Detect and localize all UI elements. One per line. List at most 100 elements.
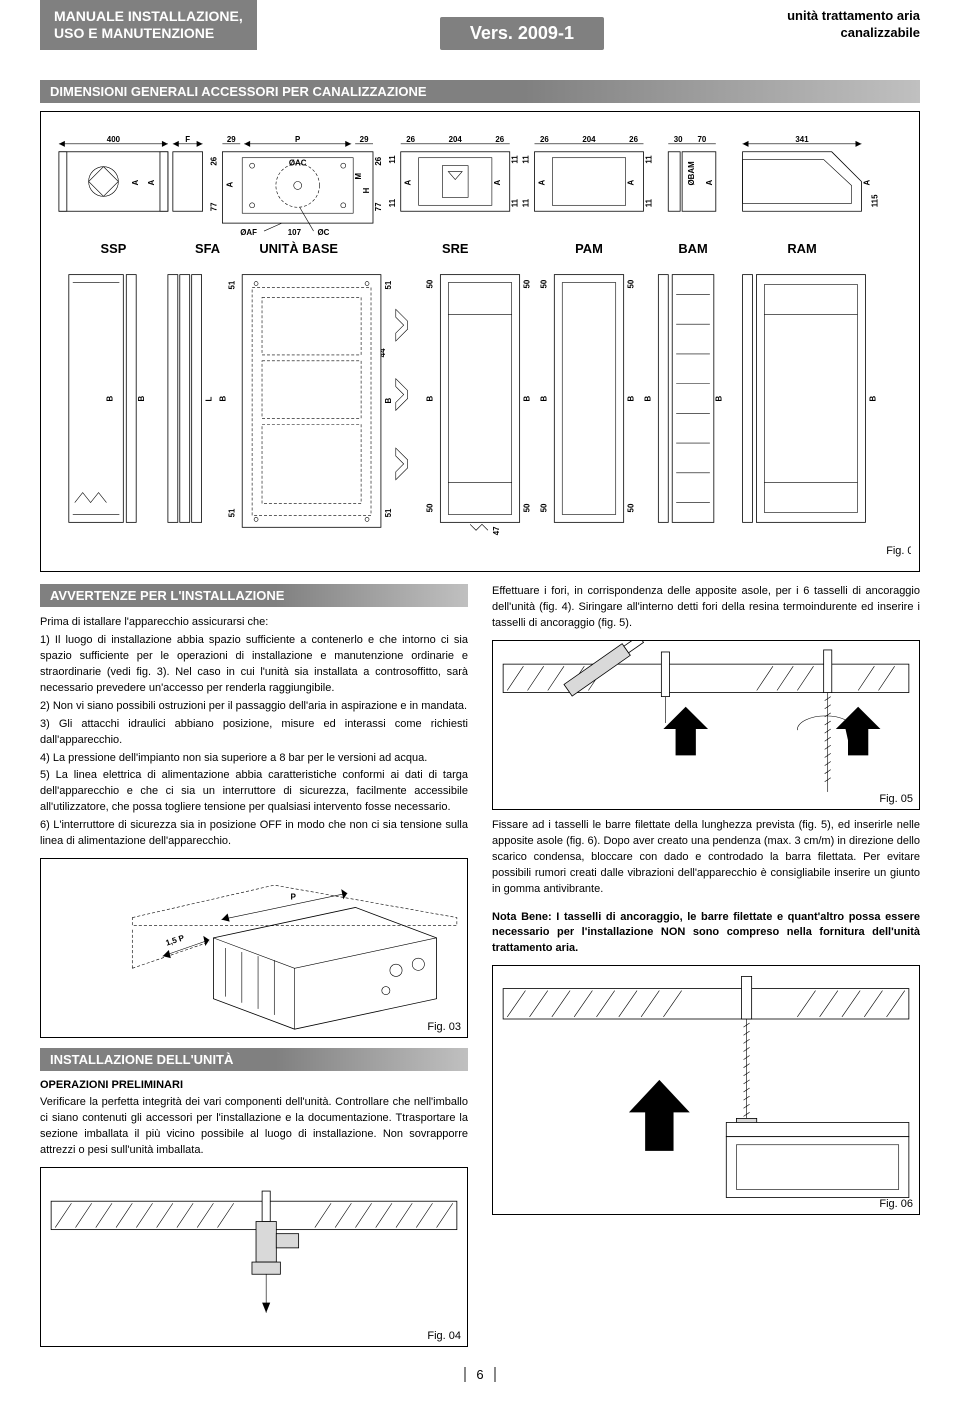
svg-text:B: B xyxy=(137,395,146,401)
svg-text:50: 50 xyxy=(539,503,548,512)
svg-text:A: A xyxy=(862,179,871,185)
svg-text:11: 11 xyxy=(511,155,520,164)
svg-text:B: B xyxy=(105,395,114,401)
version-wrap: Vers. 2009-1 xyxy=(257,0,787,50)
svg-text:F: F xyxy=(185,135,190,144)
fig-03: P 1,5 P Fig. 03 xyxy=(40,858,468,1038)
svg-text:A: A xyxy=(493,179,502,185)
svg-text:B: B xyxy=(523,395,532,401)
svg-text:UNITÀ BASE: UNITÀ BASE xyxy=(259,241,338,256)
svg-text:50: 50 xyxy=(425,279,434,288)
install-subheading: OPERAZIONI PRELIMINARI xyxy=(40,1079,468,1091)
svg-text:30: 30 xyxy=(674,135,683,144)
svg-text:P: P xyxy=(291,892,297,901)
right-column: Effettuare i fori, in corrispondenza del… xyxy=(492,584,920,1347)
title-line2: USO E MANUTENZIONE xyxy=(54,25,243,42)
svg-text:SSP: SSP xyxy=(101,241,127,256)
fig06-label: Fig. 06 xyxy=(879,1198,913,1210)
svg-text:11: 11 xyxy=(388,155,397,164)
svg-text:400: 400 xyxy=(107,135,121,144)
svg-text:51: 51 xyxy=(227,508,236,517)
fig-06: Fig. 06 xyxy=(492,965,920,1215)
svg-text:77: 77 xyxy=(374,202,383,211)
product-line1: unità trattamento aria xyxy=(787,8,920,25)
svg-text:26: 26 xyxy=(406,135,415,144)
warnings-body: Prima di istallare l'apparecchio assicur… xyxy=(40,615,468,850)
svg-text:51: 51 xyxy=(384,280,393,289)
svg-text:B: B xyxy=(643,395,652,401)
right-p1: Effettuare i fori, in corrispondenza del… xyxy=(492,584,920,632)
fig03-label: Fig. 03 xyxy=(427,1021,461,1033)
page-number: 6 xyxy=(40,1367,920,1382)
svg-text:50: 50 xyxy=(523,503,532,512)
svg-text:77: 77 xyxy=(209,202,218,211)
svg-text:ØBAM: ØBAM xyxy=(687,161,696,186)
svg-text:11: 11 xyxy=(644,155,653,164)
svg-text:BAM: BAM xyxy=(678,241,707,256)
svg-text:RAM: RAM xyxy=(787,241,816,256)
install-title: INSTALLAZIONE DELL'UNITÀ xyxy=(40,1048,468,1071)
section-dimensions-title: DIMENSIONI GENERALI ACCESSORI PER CANALI… xyxy=(40,80,920,103)
warning-item-6: 6) L'interruttore di sicurezza sia in po… xyxy=(40,818,468,850)
right-p2: Fissare ad i tasselli le barre filettate… xyxy=(492,818,920,898)
svg-text:B: B xyxy=(539,395,548,401)
page-header: MANUALE INSTALLAZIONE, USO E MANUTENZION… xyxy=(40,0,920,50)
svg-text:50: 50 xyxy=(627,503,636,512)
svg-text:A: A xyxy=(404,179,413,185)
svg-text:Fig. 02: Fig. 02 xyxy=(886,545,911,557)
svg-text:ØAC: ØAC xyxy=(289,159,307,168)
svg-text:70: 70 xyxy=(698,135,707,144)
svg-text:B: B xyxy=(715,395,724,401)
svg-text:204: 204 xyxy=(449,135,463,144)
svg-text:26: 26 xyxy=(374,156,383,165)
manual-title: MANUALE INSTALLAZIONE, USO E MANUTENZION… xyxy=(40,0,257,50)
svg-text:A: A xyxy=(627,179,636,185)
warning-item-3: 3) Gli attacchi idraulici abbiano posizi… xyxy=(40,717,468,749)
title-line1: MANUALE INSTALLAZIONE, xyxy=(54,8,243,25)
svg-text:341: 341 xyxy=(795,135,809,144)
svg-text:B: B xyxy=(425,395,434,401)
svg-text:H: H xyxy=(362,187,371,193)
svg-text:11: 11 xyxy=(644,198,653,207)
warning-item-1: 1) Il luogo di installazione abbia spazi… xyxy=(40,633,468,697)
svg-text:50: 50 xyxy=(627,279,636,288)
svg-text:29: 29 xyxy=(227,135,236,144)
svg-text:11: 11 xyxy=(511,198,520,207)
fig-04: Fig. 04 xyxy=(40,1167,468,1347)
svg-text:1,5 P: 1,5 P xyxy=(165,933,186,948)
fig05-label: Fig. 05 xyxy=(879,793,913,805)
product-type: unità trattamento aria canalizzabile xyxy=(787,0,920,50)
warnings-title: AVVERTENZE PER L'INSTALLAZIONE xyxy=(40,584,468,607)
svg-text:26: 26 xyxy=(540,135,549,144)
svg-text:L: L xyxy=(204,396,213,401)
svg-text:50: 50 xyxy=(539,279,548,288)
svg-text:A: A xyxy=(537,179,546,185)
svg-text:ØAF: ØAF xyxy=(240,228,257,237)
warnings-intro: Prima di istallare l'apparecchio assicur… xyxy=(40,615,468,631)
svg-text:B: B xyxy=(627,395,636,401)
fig04-label: Fig. 04 xyxy=(427,1330,461,1342)
svg-text:SFA: SFA xyxy=(195,241,220,256)
left-column: AVVERTENZE PER L'INSTALLAZIONE Prima di … xyxy=(40,584,468,1347)
fig-05: Fig. 05 xyxy=(492,640,920,810)
svg-text:P: P xyxy=(295,135,300,144)
svg-text:PAM: PAM xyxy=(575,241,603,256)
svg-text:204: 204 xyxy=(582,135,596,144)
product-line2: canalizzabile xyxy=(787,25,920,42)
warning-item-4: 4) La pressione dell'impianto non sia su… xyxy=(40,751,468,767)
svg-text:B: B xyxy=(218,395,227,401)
svg-text:115: 115 xyxy=(870,194,879,207)
svg-text:ØC: ØC xyxy=(318,228,330,237)
svg-text:29: 29 xyxy=(360,135,369,144)
svg-text:11: 11 xyxy=(522,198,531,207)
svg-text:A: A xyxy=(225,181,234,187)
dimensions-diagram: 400 F A A 29 P 29 xyxy=(40,111,920,572)
svg-text:11: 11 xyxy=(522,155,531,164)
svg-text:A: A xyxy=(705,179,714,185)
svg-text:M: M xyxy=(354,173,363,180)
svg-text:B: B xyxy=(868,395,877,401)
version-badge: Vers. 2009-1 xyxy=(440,17,604,50)
svg-text:B: B xyxy=(384,397,393,403)
svg-text:26: 26 xyxy=(495,135,504,144)
svg-text:26: 26 xyxy=(209,156,218,165)
